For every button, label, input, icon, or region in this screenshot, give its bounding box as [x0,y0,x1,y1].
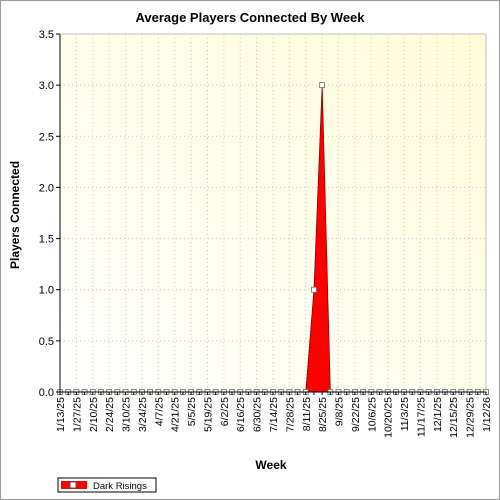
x-tick-label: 4/7/25 [153,397,165,426]
y-tick-label: 2.0 [39,182,54,194]
x-tick-label: 6/16/25 [235,397,247,432]
x-tick-label: 11/17/25 [415,397,427,437]
legend-label: Dark Risings [93,481,147,492]
x-tick-label: 2/24/25 [104,397,116,432]
x-tick-label: 12/15/25 [448,397,460,438]
x-tick-label: 5/5/25 [186,397,198,426]
x-tick-label: 7/14/25 [268,397,280,432]
x-tick-label: 7/28/25 [284,397,296,432]
x-tick-label: 4/21/25 [170,397,182,432]
x-tick-labels: 1/13/25 1/27/25 2/10/25 2/24/25 3/10/25 3/24/… [55,392,493,438]
x-tick-label: 8/25/25 [317,397,329,432]
x-tick-label: 5/19/25 [202,397,214,432]
x-tick-label: 12/1/25 [432,397,444,432]
data-point-marker [311,286,317,293]
x-tick-label: 3/24/25 [137,397,149,432]
x-tick-label: 9/22/25 [350,397,362,432]
x-tick-label: 1/13/25 [55,397,67,432]
x-tick-label: 9/8/25 [334,397,346,426]
x-tick-label: 10/6/25 [366,397,378,432]
x-tick-label: 1/12/26 [481,397,493,432]
x-tick-label: 10/20/25 [383,397,395,438]
plot-area [60,34,486,392]
y-axis-label: Players Connected [8,161,22,269]
y-tick-label: 1.5 [39,234,54,246]
y-tick-label: 0.5 [39,336,54,348]
x-tick-label: 6/2/25 [219,397,231,426]
y-tick-label: 2.5 [39,131,54,143]
x-tick-label: 12/29/25 [465,397,477,438]
x-tick-label: 11/3/25 [399,397,411,431]
x-axis-label: Week [255,458,286,472]
x-tick-label: 6/30/25 [252,397,264,432]
y-tick-label: 3.0 [39,80,54,92]
legend: Dark Risings [57,477,157,493]
data-point-marker [319,82,326,89]
y-tick-label: 1.0 [39,285,54,297]
x-tick-label: 2/10/25 [88,397,100,432]
legend-marker [69,481,77,489]
chart-title: Average Players Connected By Week [135,10,365,25]
x-tick-label: 1/27/25 [71,397,83,432]
y-tick-labels: 0.0 0.5 1.0 1.5 2.0 2.5 3.0 3.5 [39,29,60,399]
x-tick-label: 8/11/25 [301,397,313,431]
y-tick-label: 3.5 [39,29,54,41]
y-tick-label: 0.0 [39,387,54,399]
x-tick-label: 3/10/25 [121,397,133,432]
